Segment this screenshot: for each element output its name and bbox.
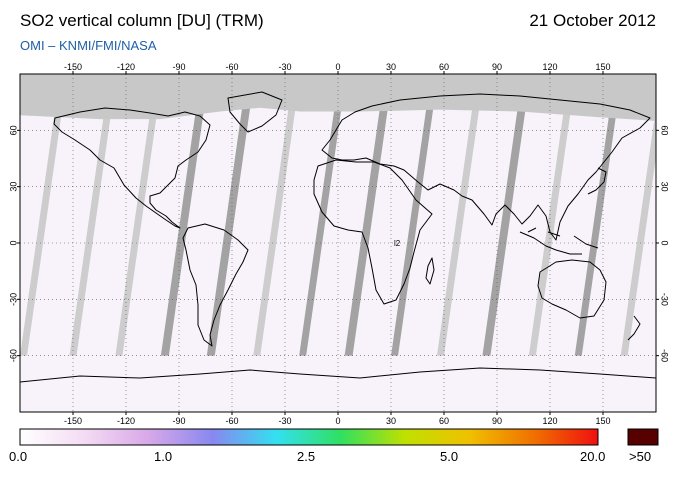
coast-south-america — [182, 223, 249, 347]
colorbar-bar — [19, 428, 599, 446]
orbit-gap-6 — [299, 107, 342, 356]
colorbar-label-0: 0.0 — [9, 449, 28, 464]
coast-australia — [537, 259, 607, 319]
coastlines — [20, 91, 656, 383]
lon-label-top-1: -120 — [117, 62, 135, 72]
lat-label-left-0: 60 — [8, 125, 18, 135]
coast-japan — [587, 167, 607, 195]
coast-madagascar — [425, 257, 435, 285]
map-title: SO2 vertical column [DU] (TRM) — [20, 11, 264, 30]
lon-label-bottom-7: 60 — [439, 416, 449, 426]
colorbar-overflow — [627, 428, 659, 446]
orbit-gap-5 — [253, 107, 296, 356]
orbit-gaps — [20, 107, 656, 356]
map-date: 21 October 2012 — [529, 11, 656, 30]
orbit-gap-7 — [344, 107, 388, 356]
lon-label-bottom-9: 120 — [542, 416, 557, 426]
orbit-gap-10 — [482, 107, 526, 356]
lon-label-bottom-5: 0 — [335, 416, 340, 426]
orbit-gap-2 — [115, 107, 158, 356]
orbit-gap-12 — [574, 107, 618, 356]
lon-label-top-9: 120 — [542, 62, 557, 72]
lon-label-bottom-4: -30 — [278, 416, 291, 426]
axis-ticks: -150 -150 -120 -120 -90 -90 -60 -60 -30 -30 0 0 30 30… — [8, 62, 669, 426]
lon-label-bottom-0: -150 — [64, 416, 82, 426]
lon-label-top-7: 60 — [439, 62, 449, 72]
lat-label-left-4: -60 — [8, 349, 18, 362]
coast-africa — [313, 159, 433, 305]
lon-label-bottom-2: -90 — [172, 416, 185, 426]
graticule — [20, 74, 656, 412]
lon-label-bottom-3: -60 — [225, 416, 238, 426]
lat-label-left-2: 0 — [8, 240, 18, 245]
lon-label-top-0: -150 — [64, 62, 82, 72]
lon-label-top-3: -60 — [225, 62, 238, 72]
lon-label-top-6: 30 — [386, 62, 396, 72]
coast-eurasia — [321, 93, 651, 241]
lon-label-bottom-1: -120 — [117, 416, 135, 426]
colorbar-label-1: 1.0 — [154, 449, 173, 464]
lat-label-left-1: 30 — [8, 182, 18, 192]
lat-label-right-0: 60 — [660, 125, 670, 135]
orbit-gap-9 — [436, 107, 480, 356]
lon-label-top-5: 0 — [335, 62, 340, 72]
lat-label-right-4: -60 — [660, 349, 670, 362]
lon-label-bottom-8: 90 — [492, 416, 502, 426]
coast-north-america — [53, 107, 211, 229]
coast-new-zealand — [627, 315, 641, 341]
lat-label-right-2: 0 — [660, 240, 670, 245]
lat-label-left-3: -30 — [8, 293, 18, 306]
no-data-arctic — [20, 74, 656, 121]
coast-greenland — [227, 91, 283, 133]
colorbar-label-3: 5.0 — [440, 449, 459, 464]
map-area: l2 — [20, 74, 656, 412]
lat-label-right-3: -30 — [660, 293, 670, 306]
orbit-gap-0 — [20, 107, 63, 356]
lat-label-right-1: 30 — [660, 182, 670, 192]
orbit-gap-13 — [620, 108, 656, 356]
lon-label-top-2: -90 — [172, 62, 185, 72]
colorbar-label-2: 2.5 — [297, 449, 316, 464]
coast-antarctica — [20, 367, 656, 383]
no-data-regions — [20, 74, 656, 121]
map-source: OMI – KNMI/FMI/NASA — [20, 38, 157, 53]
orbit-gap-4 — [206, 107, 251, 356]
orbit-gap-3 — [160, 107, 205, 356]
colorbar-label-4: 20.0 — [580, 449, 606, 464]
colorbar — [19, 428, 659, 446]
colorbar-label-5: >50 — [629, 449, 652, 464]
coast-indonesia — [519, 227, 599, 255]
lon-label-bottom-6: 30 — [386, 416, 396, 426]
map-annotation: l2 — [394, 239, 401, 248]
lon-label-top-8: 90 — [492, 62, 502, 72]
orbit-gap-8 — [391, 107, 434, 356]
lon-label-bottom-10: 150 — [595, 416, 610, 426]
lon-label-top-4: -30 — [278, 62, 291, 72]
lon-label-top-10: 150 — [595, 62, 610, 72]
orbit-gap-1 — [69, 107, 112, 356]
